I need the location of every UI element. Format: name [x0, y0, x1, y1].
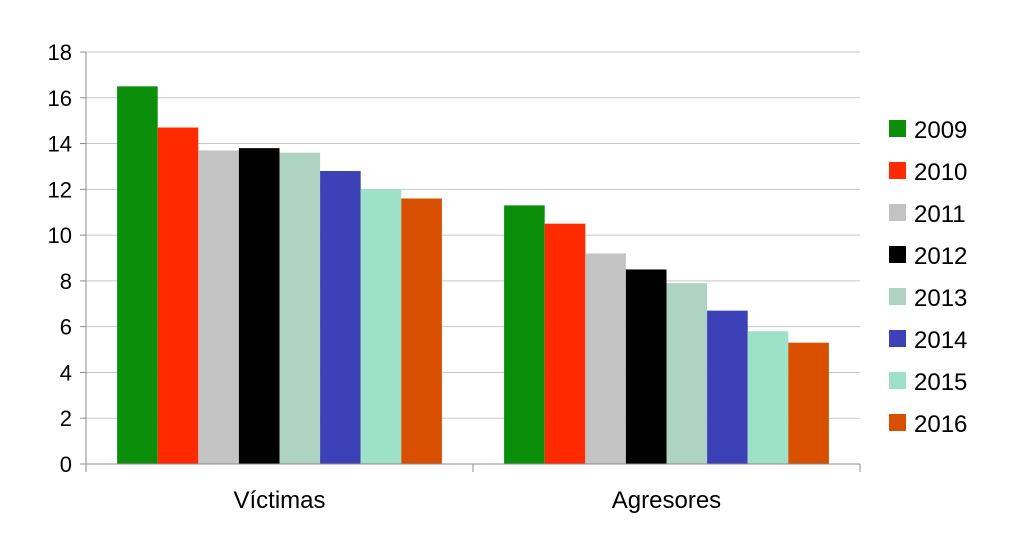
legend-swatch-2012 — [889, 246, 906, 263]
bar-2010-agresores — [544, 223, 586, 464]
bar-2011-agresores — [585, 253, 626, 464]
y-tick-label: 0 — [60, 452, 72, 477]
legend-label-2016: 2016 — [914, 411, 967, 438]
bar-2015-victimas — [360, 189, 402, 465]
legend-swatch-2010 — [889, 162, 906, 179]
bar-2013-agresores — [666, 283, 708, 464]
legend-label-2015: 2015 — [914, 369, 967, 396]
y-tick-label: 8 — [60, 269, 72, 294]
legend-label-2011: 2011 — [914, 201, 966, 228]
legend-swatch-2016 — [889, 414, 906, 431]
legend-swatch-2013 — [889, 288, 906, 305]
bars — [117, 86, 829, 465]
legend-label-2009: 2009 — [914, 117, 967, 144]
y-tick-label: 4 — [60, 360, 72, 385]
y-tick-label: 10 — [48, 223, 72, 248]
bar-2012-agresores — [625, 269, 667, 464]
bar-2014-agresores — [707, 310, 748, 464]
legend-swatch-2014 — [889, 330, 906, 347]
legend-label-2012: 2012 — [914, 243, 967, 270]
legend: 2009 2010 2011 2012 2013 2014 2015 2016 — [889, 117, 967, 438]
legend-swatch-2009 — [889, 120, 906, 137]
legend-swatch-2015 — [889, 372, 906, 389]
bar-2010-victimas — [157, 127, 199, 465]
y-axis-ticks: 0 2 4 6 8 10 12 14 16 18 — [48, 40, 72, 477]
legend-swatch-2011 — [889, 204, 906, 221]
bar-2009-agresores — [504, 205, 545, 464]
bar-2016-victimas — [401, 198, 442, 464]
bar-2011-victimas — [198, 150, 239, 464]
bar-2014-victimas — [320, 171, 361, 464]
bar-2015-agresores — [747, 331, 789, 464]
x-axis-categories: Víctimas Agresores — [233, 487, 721, 514]
axes — [80, 51, 861, 472]
y-tick-label: 18 — [48, 40, 72, 65]
x-category-label: Agresores — [612, 487, 721, 514]
y-tick-label: 12 — [48, 177, 72, 202]
bar-2009-victimas — [117, 86, 158, 464]
legend-label-2013: 2013 — [914, 285, 967, 312]
legend-label-2010: 2010 — [914, 159, 967, 186]
x-category-label: Víctimas — [233, 487, 325, 514]
bar-2012-victimas — [238, 148, 280, 464]
bar-2013-victimas — [279, 152, 321, 464]
y-tick-label: 6 — [60, 315, 72, 340]
y-tick-label: 16 — [48, 86, 72, 111]
y-tick-label: 2 — [60, 406, 72, 431]
bar-2016-agresores — [788, 342, 829, 464]
y-tick-label: 14 — [48, 132, 72, 157]
legend-label-2014: 2014 — [914, 327, 967, 354]
